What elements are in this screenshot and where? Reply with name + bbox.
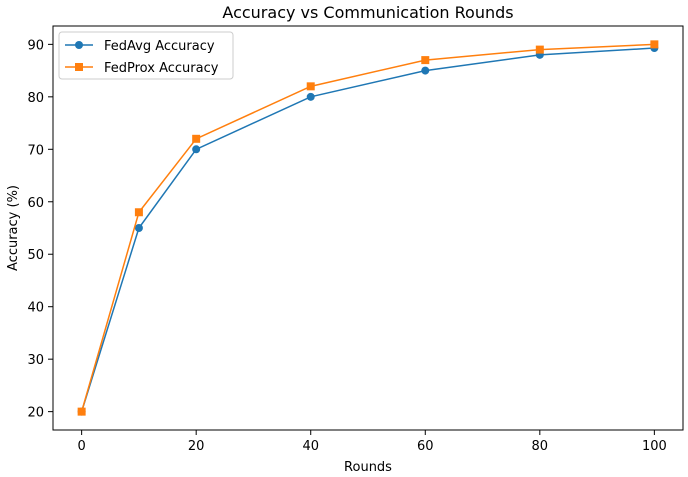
y-tick-label: 70 [27, 143, 44, 158]
y-tick-label: 20 [27, 406, 44, 421]
data-point-circle [421, 66, 430, 75]
chart-title: Accuracy vs Communication Rounds [222, 3, 513, 22]
x-tick-label: 40 [302, 439, 319, 454]
x-tick-label: 0 [77, 439, 85, 454]
legend-label: FedAvg Accuracy [104, 39, 215, 54]
data-point-circle [134, 224, 143, 232]
y-axis-title: Accuracy (%) [6, 185, 21, 271]
y-tick-label: 90 [27, 38, 44, 53]
legend-label: FedProx Accuracy [104, 61, 219, 76]
data-point-square [650, 40, 659, 49]
x-tick-label: 60 [417, 439, 434, 454]
data-point-circle [306, 92, 315, 101]
y-tick-label: 60 [27, 196, 44, 211]
data-point-circle [192, 145, 201, 154]
x-tick-label: 80 [532, 439, 549, 454]
x-tick-label: 100 [642, 439, 667, 454]
x-axis-title: Rounds [344, 460, 392, 475]
data-point-square [134, 208, 143, 217]
legend-box [58, 31, 234, 80]
data-point-square [77, 407, 86, 416]
legend: FedAvg Accuracy FedProx Accuracy [58, 31, 234, 80]
data-point-square [535, 45, 544, 54]
y-axis: 20 30 40 50 60 70 80 90 [27, 38, 53, 421]
y-tick-label: 30 [27, 353, 44, 368]
x-tick-label: 20 [188, 439, 205, 454]
data-point-square [306, 82, 315, 91]
y-tick-label: 40 [27, 301, 44, 316]
y-tick-label: 50 [27, 248, 44, 263]
data-point-square [421, 56, 430, 65]
x-axis: 0 20 40 60 80 100 [77, 430, 667, 454]
data-point-square [192, 134, 201, 143]
y-tick-label: 80 [27, 91, 44, 106]
plot-area [77, 40, 659, 416]
legend-marker-square [75, 63, 83, 71]
legend-marker-circle [75, 41, 83, 49]
plot-frame [52, 25, 684, 431]
